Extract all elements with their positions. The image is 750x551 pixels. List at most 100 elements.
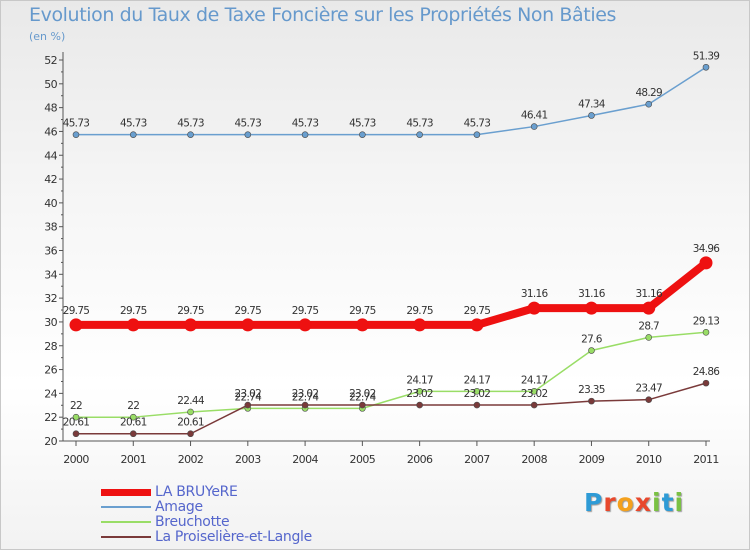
series-line-2	[75, 331, 707, 418]
data-point	[416, 388, 423, 395]
data-point	[359, 131, 366, 138]
data-point	[642, 301, 656, 315]
data-point	[473, 388, 481, 395]
data-label: 28.7	[638, 320, 659, 332]
data-point	[72, 430, 80, 438]
data-point	[184, 318, 198, 332]
data-label: 22	[127, 400, 139, 412]
data-label: 45.73	[406, 118, 433, 130]
data-label: 23.02	[406, 388, 433, 400]
y-tick-label: 40	[44, 197, 57, 210]
logo-letter: i	[674, 488, 685, 517]
data-label: 20.61	[63, 417, 90, 429]
data-point	[129, 131, 137, 138]
data-label: 23.02	[464, 388, 491, 400]
data-label: 45.73	[292, 118, 319, 130]
x-tick-label: 2007	[464, 453, 490, 466]
logo-letter: t	[661, 488, 675, 517]
series-line-0	[72, 258, 710, 329]
data-point	[702, 379, 710, 387]
y-tick-label: 34	[44, 268, 57, 281]
data-point	[301, 401, 309, 409]
series-line-1	[75, 66, 707, 136]
data-point	[530, 388, 538, 395]
data-label: 29.75	[349, 305, 376, 317]
x-tick-label: 2010	[636, 453, 662, 466]
data-point	[473, 401, 481, 409]
chart-title: Evolution du Taux de Taxe Foncière sur l…	[29, 4, 617, 26]
data-point	[72, 413, 80, 421]
data-label: 24.17	[406, 374, 433, 386]
data-point	[645, 396, 653, 403]
legend-label: LA BRUYeRE	[155, 484, 238, 500]
data-point	[69, 318, 83, 332]
data-label: 29.75	[464, 305, 491, 317]
data-label: 24.17	[521, 374, 548, 386]
y-tick-label: 42	[44, 173, 57, 186]
data-point	[187, 408, 194, 416]
x-tick-label: 2003	[235, 453, 261, 466]
x-tick-label: 2005	[350, 453, 376, 466]
data-label: 29.75	[177, 305, 204, 317]
data-point	[702, 63, 710, 71]
data-point	[699, 256, 713, 270]
data-label: 24.86	[693, 366, 721, 378]
data-point	[187, 430, 194, 438]
data-point	[301, 131, 309, 138]
data-label: 27.6	[581, 334, 603, 346]
data-point	[244, 131, 252, 138]
data-label: 46.41	[521, 110, 548, 122]
data-point	[187, 131, 194, 138]
data-point	[530, 401, 538, 409]
logo-letter: x	[634, 488, 652, 517]
data-point	[588, 397, 595, 405]
chart-data-points	[69, 63, 713, 438]
data-label: 51.39	[693, 50, 720, 62]
x-tick-label: 2008	[521, 453, 547, 466]
data-label: 20.61	[120, 417, 147, 429]
data-label: 29.75	[235, 305, 262, 317]
x-tick-label: 2002	[178, 453, 204, 466]
data-label: 29.75	[406, 305, 433, 317]
x-tick-label: 2004	[292, 453, 318, 466]
data-label: 24.17	[464, 374, 491, 386]
legend-swatch-breuchotte	[101, 521, 151, 523]
data-label: 22.74	[292, 391, 320, 403]
logo-letter: r	[603, 488, 617, 517]
data-point	[588, 347, 595, 354]
chart-unit-label: (en %)	[29, 30, 66, 43]
data-point	[72, 131, 80, 138]
legend-label: Breuchotte	[155, 514, 230, 530]
data-label: 34.96	[693, 243, 721, 255]
data-label: 31.16	[635, 288, 663, 300]
data-point	[645, 334, 653, 341]
data-point	[527, 301, 541, 315]
proxiti-logo[interactable]: Proxiti	[584, 488, 684, 517]
data-label: 23.47	[635, 383, 662, 395]
y-tick-label: 52	[44, 54, 57, 67]
data-point	[359, 401, 366, 409]
data-label: 29.75	[120, 305, 147, 317]
logo-letter: o	[616, 488, 635, 517]
data-point	[473, 131, 481, 138]
data-label: 48.29	[635, 87, 662, 99]
y-tick-label: 20	[44, 435, 57, 448]
data-label: 29.75	[292, 305, 319, 317]
data-label: 47.34	[578, 98, 606, 110]
data-point	[416, 131, 423, 138]
data-label: 31.16	[578, 288, 606, 300]
data-point	[126, 318, 140, 332]
y-tick-label: 44	[44, 149, 57, 162]
data-label: 23.02	[521, 388, 548, 400]
chart-series-lines	[72, 66, 710, 435]
y-tick-label: 36	[44, 245, 57, 258]
data-label: 22.74	[349, 391, 377, 403]
x-tick-label: 2009	[579, 453, 605, 466]
x-tick-label: 2006	[407, 453, 433, 466]
x-tick-label: 2000	[63, 453, 89, 466]
legend-swatch-amage	[101, 506, 151, 508]
data-point	[298, 318, 312, 332]
data-label: 29.13	[693, 315, 720, 327]
data-point	[584, 301, 598, 315]
